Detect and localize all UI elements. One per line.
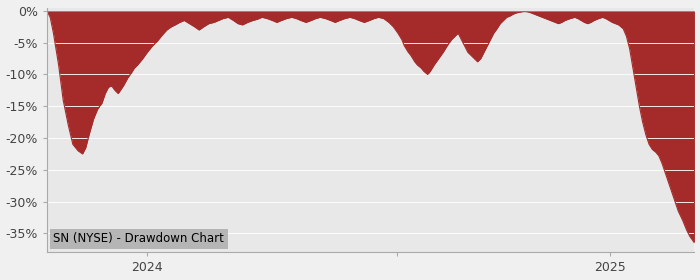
Text: SN (NYSE) - Drawdown Chart: SN (NYSE) - Drawdown Chart (53, 232, 224, 245)
